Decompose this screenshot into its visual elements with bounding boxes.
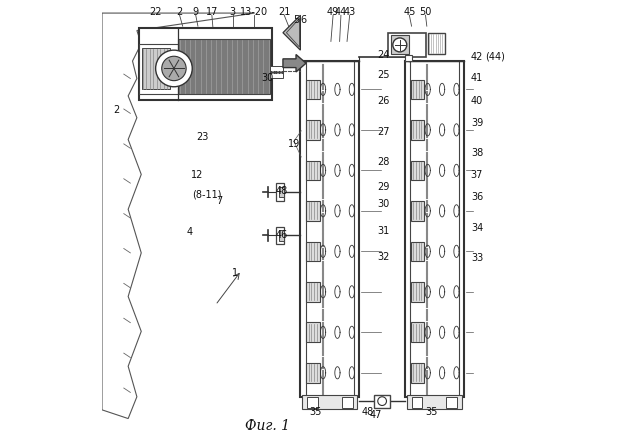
Bar: [428, 33, 445, 54]
Bar: [411, 363, 424, 383]
Bar: [405, 61, 464, 397]
Bar: [280, 230, 284, 241]
Bar: [300, 61, 359, 397]
Circle shape: [156, 50, 192, 87]
Bar: [307, 363, 319, 383]
Bar: [405, 55, 412, 61]
Text: 37: 37: [471, 170, 483, 180]
Bar: [307, 201, 319, 221]
Text: 35: 35: [425, 407, 437, 417]
Text: 50: 50: [419, 7, 432, 17]
Bar: [270, 66, 283, 78]
Polygon shape: [283, 15, 300, 50]
Text: 47: 47: [369, 410, 381, 420]
Bar: [307, 160, 319, 180]
Text: 44: 44: [335, 7, 347, 17]
Text: 1: 1: [232, 268, 238, 277]
Text: 7: 7: [216, 197, 222, 206]
Bar: [307, 282, 319, 302]
Bar: [390, 35, 409, 54]
Text: 41: 41: [471, 74, 483, 83]
Text: 35: 35: [310, 407, 322, 417]
Text: 9: 9: [193, 7, 199, 17]
Text: 19: 19: [288, 139, 300, 149]
Bar: [411, 323, 424, 342]
Circle shape: [162, 56, 186, 81]
Text: Фиг. 1: Фиг. 1: [245, 419, 290, 433]
Text: 27: 27: [377, 127, 390, 136]
Bar: [411, 120, 424, 140]
Bar: [307, 242, 319, 261]
Text: 38: 38: [471, 149, 483, 158]
Bar: [411, 282, 424, 302]
Bar: [411, 201, 424, 221]
Circle shape: [393, 38, 407, 52]
Polygon shape: [283, 54, 306, 72]
Bar: [307, 120, 319, 140]
Text: 48: 48: [362, 407, 374, 417]
Bar: [307, 80, 319, 99]
Bar: [276, 183, 284, 201]
Text: 30: 30: [377, 199, 389, 209]
Text: 49: 49: [327, 7, 339, 17]
Text: 31: 31: [377, 226, 389, 236]
Text: 48: 48: [275, 186, 288, 196]
Text: 28: 28: [377, 157, 389, 167]
Text: 45: 45: [403, 7, 415, 17]
Bar: [407, 395, 462, 409]
Text: 13-20: 13-20: [239, 7, 268, 17]
Text: 23: 23: [196, 133, 209, 142]
Bar: [139, 28, 272, 100]
Text: 17: 17: [205, 7, 218, 17]
Text: 32: 32: [377, 252, 389, 262]
Bar: [307, 397, 318, 408]
Bar: [139, 44, 179, 94]
Bar: [276, 227, 284, 244]
Text: 3: 3: [230, 7, 236, 17]
Text: 36: 36: [471, 192, 483, 202]
Text: 30: 30: [262, 74, 274, 83]
Bar: [142, 48, 170, 89]
Text: 40: 40: [471, 96, 483, 106]
Bar: [280, 187, 284, 197]
Text: 6: 6: [300, 15, 307, 24]
Text: 26: 26: [377, 96, 389, 106]
Text: 39: 39: [471, 118, 483, 128]
Text: 2: 2: [113, 105, 119, 115]
Text: 5: 5: [293, 15, 299, 24]
Text: 43: 43: [344, 7, 356, 17]
Text: 12: 12: [191, 170, 204, 180]
Bar: [411, 242, 424, 261]
Text: 21: 21: [278, 7, 291, 17]
Text: 25: 25: [377, 70, 390, 80]
Text: 2: 2: [177, 7, 183, 17]
Text: 24: 24: [377, 50, 389, 59]
Text: 22: 22: [149, 7, 162, 17]
Bar: [179, 39, 270, 94]
Bar: [388, 33, 426, 57]
Bar: [302, 395, 358, 409]
Bar: [447, 397, 458, 408]
Text: 4: 4: [186, 227, 192, 237]
Bar: [342, 397, 353, 408]
Bar: [307, 323, 319, 342]
Text: 42: 42: [471, 52, 483, 61]
Text: 33: 33: [471, 253, 483, 263]
Text: (8-11): (8-11): [192, 189, 221, 199]
Circle shape: [378, 397, 387, 405]
Bar: [411, 160, 424, 180]
Bar: [411, 80, 424, 99]
Text: 29: 29: [377, 183, 389, 192]
Bar: [374, 395, 390, 408]
Text: (44): (44): [485, 52, 505, 61]
Bar: [412, 397, 422, 408]
Text: 34: 34: [471, 223, 483, 232]
Text: 46: 46: [275, 230, 288, 239]
